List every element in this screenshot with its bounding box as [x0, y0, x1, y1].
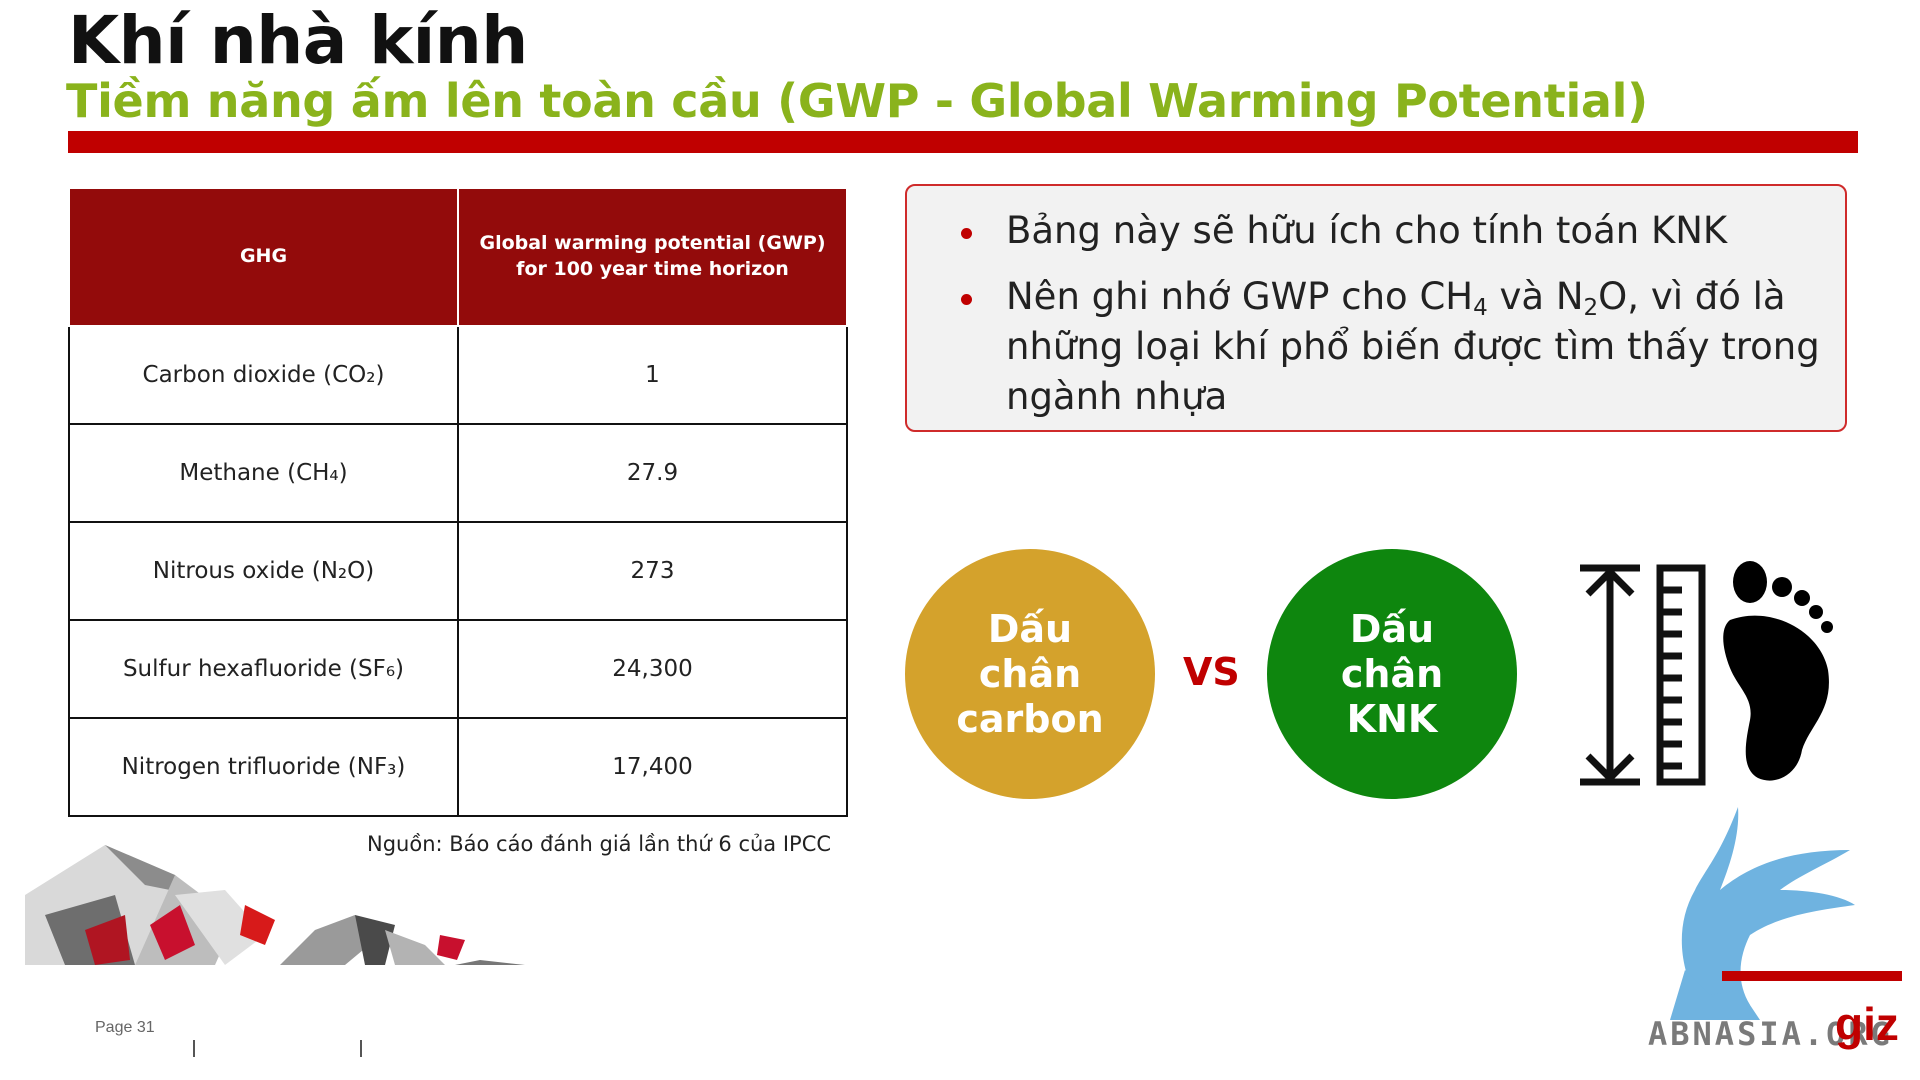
- page-number: Page 31: [95, 1019, 155, 1036]
- carbon-footprint-circle: Dấu chân carbon: [905, 549, 1155, 799]
- bullet-dot-icon: [961, 294, 972, 305]
- table-row: Nitrous oxide (N₂O) 273: [68, 521, 848, 621]
- note-text-part: Nên ghi nhớ GWP cho CH: [1006, 275, 1474, 318]
- circle-label: Dấu chân KNK: [1340, 606, 1444, 741]
- table-row: Methane (CH₄) 27.9: [68, 423, 848, 523]
- table-header-ghg: GHG: [68, 187, 459, 327]
- note-item: Bảng này sẽ hữu ích cho tính toán KNK: [961, 206, 1826, 256]
- subscript: 2: [1583, 295, 1599, 321]
- note-item: Nên ghi nhớ GWP cho CH4 và N2O, vì đó là…: [961, 272, 1826, 422]
- footprint-icon: [1723, 561, 1833, 781]
- gwp-value: 24,300: [457, 619, 848, 719]
- gwp-value: 273: [457, 521, 848, 621]
- vs-label: VS: [1183, 650, 1240, 694]
- gas-name: Nitrogen trifluoride (NF₃): [68, 717, 459, 817]
- gwp-value: 27.9: [457, 423, 848, 523]
- gas-name: Nitrous oxide (N₂O): [68, 521, 459, 621]
- bird-logo-icon: [1670, 807, 1855, 1020]
- subscript: 4: [1473, 295, 1488, 321]
- ghg-footprint-circle: Dấu chân KNK: [1267, 549, 1517, 799]
- footprint-measure-graphic: [1580, 561, 1833, 786]
- table-header-gwp: Global warming potential (GWP) for 100 y…: [457, 187, 848, 327]
- giz-logo: giz: [1835, 998, 1899, 1050]
- slide-subtitle: Tiềm năng ấm lên toàn cầu (GWP - Global …: [66, 74, 1648, 128]
- note-text-part: O, vì đó là những loại khí phổ biến được…: [1006, 275, 1820, 418]
- bullet-dot-icon: [961, 228, 972, 239]
- table-source-note: Nguồn: Báo cáo đánh giá lần thứ 6 của IP…: [367, 832, 832, 856]
- table-row: Sulfur hexafluoride (SF₆) 24,300: [68, 619, 848, 719]
- brand-watermark: ABNASIA.ORG: [1648, 1015, 1893, 1053]
- gwp-value: 17,400: [457, 717, 848, 817]
- gas-name: Sulfur hexafluoride (SF₆): [68, 619, 459, 719]
- decorative-polygon-graphic: [25, 845, 525, 975]
- gas-name: Methane (CH₄): [68, 423, 459, 523]
- footer-divider: [193, 1040, 195, 1057]
- height-measure-icon: [1580, 564, 1706, 786]
- table-row: Nitrogen trifluoride (NF₃) 17,400: [68, 717, 848, 817]
- footer-divider: [360, 1040, 362, 1057]
- gwp-table: GHG Global warming potential (GWP) for 1…: [68, 187, 848, 817]
- giz-logo-bar: [1722, 971, 1902, 981]
- note-text: Bảng này sẽ hữu ích cho tính toán KNK: [1006, 209, 1728, 252]
- gwp-value: 1: [457, 325, 848, 425]
- circle-label: Dấu chân carbon: [956, 606, 1104, 741]
- note-text-part: và N: [1487, 275, 1584, 318]
- title-divider: [68, 131, 1858, 153]
- slide-title: Khí nhà kính: [68, 2, 528, 79]
- gas-name: Carbon dioxide (CO₂): [68, 325, 459, 425]
- notes-box: Bảng này sẽ hữu ích cho tính toán KNK Nê…: [905, 184, 1847, 432]
- table-row: Carbon dioxide (CO₂) 1: [68, 325, 848, 425]
